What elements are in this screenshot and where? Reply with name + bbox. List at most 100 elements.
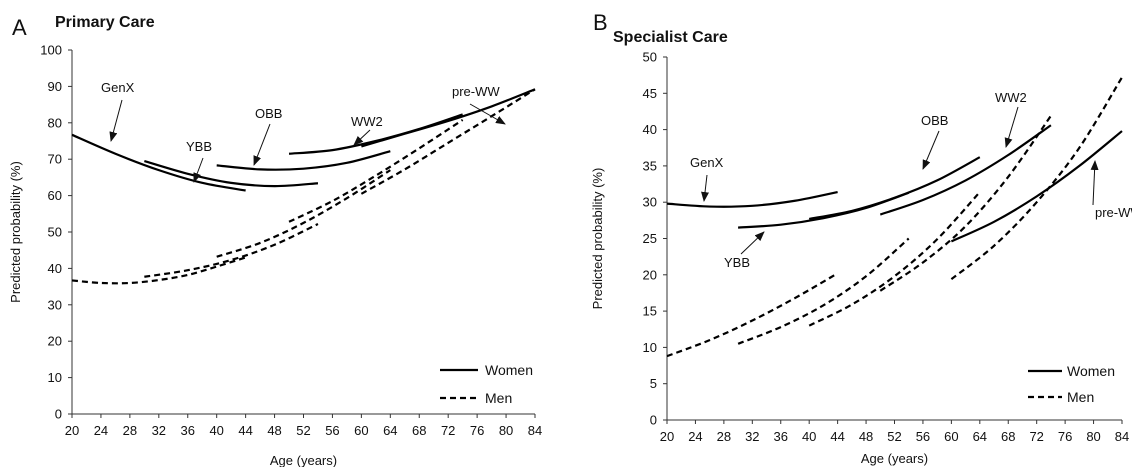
y-tick-label: 45 xyxy=(643,86,657,101)
y-tick-label: 50 xyxy=(643,50,657,65)
annotation-label: YBB xyxy=(724,255,750,270)
annotation-label: GenX xyxy=(690,155,724,170)
x-tick-label: 60 xyxy=(354,423,368,438)
annotation-label: OBB xyxy=(921,113,948,128)
series-line-women-genx xyxy=(666,190,838,208)
annotation-label: pre-WW xyxy=(1095,205,1132,220)
y-tick-label: 80 xyxy=(48,115,62,130)
y-axis-title: Predicted probability (%) xyxy=(8,161,23,303)
series-line-women-ww2 xyxy=(879,124,1052,216)
y-tick-label: 60 xyxy=(48,188,62,203)
x-tick-label: 64 xyxy=(973,429,987,444)
annotation-arrow xyxy=(469,103,506,125)
y-tick-label: 0 xyxy=(55,407,62,422)
chart-title: Specialist Care xyxy=(613,29,728,46)
series-line-men-ww2 xyxy=(288,118,464,223)
annotation-arrow xyxy=(353,129,371,146)
x-tick-label: 24 xyxy=(94,423,108,438)
x-tick-label: 52 xyxy=(296,423,310,438)
x-tick-label: 68 xyxy=(412,423,426,438)
annotation-label: WW2 xyxy=(995,90,1027,105)
legend-label: Men xyxy=(485,390,512,406)
annotation-arrow xyxy=(193,157,204,183)
x-tick-label: 44 xyxy=(238,423,252,438)
x-tick-label: 68 xyxy=(1001,429,1015,444)
x-tick-label: 44 xyxy=(830,429,844,444)
series-line-men-pre-ww xyxy=(950,76,1123,281)
x-tick-label: 72 xyxy=(1029,429,1043,444)
chart-panel-b: B Specialist Care 0 5 10 15 20 25 30 35 40 45 50 20 24… xyxy=(590,10,1132,466)
y-tick-label: 5 xyxy=(650,376,657,391)
x-tick-label: 24 xyxy=(688,429,702,444)
x-tick-label: 72 xyxy=(441,423,455,438)
y-tick-label: 70 xyxy=(48,152,62,167)
series-line-women-ybb xyxy=(144,159,319,188)
y-tick-label: 0 xyxy=(650,413,657,428)
legend-label: Women xyxy=(485,362,533,378)
x-tick-label: 48 xyxy=(267,423,281,438)
annotation-label: WW2 xyxy=(351,114,383,129)
y-tick-label: 20 xyxy=(643,267,657,282)
annotation-arrow xyxy=(1004,106,1019,148)
annotation-arrow xyxy=(740,231,765,255)
x-tick-label: 40 xyxy=(209,423,223,438)
y-tick-label: 10 xyxy=(643,340,657,355)
x-tick-label: 76 xyxy=(470,423,484,438)
series-line-women-genx xyxy=(71,133,246,192)
x-tick-label: 80 xyxy=(1086,429,1100,444)
x-tick-label: 76 xyxy=(1058,429,1072,444)
panel-letter: B xyxy=(593,10,608,35)
y-tick-label: 100 xyxy=(40,43,62,58)
chart-title: Primary Care xyxy=(55,14,155,31)
y-tick-label: 40 xyxy=(643,122,657,137)
y-tick-label: 50 xyxy=(48,225,62,240)
annotation-label: OBB xyxy=(255,106,282,121)
series-line-men-pre-ww xyxy=(360,88,536,195)
series-line-men-obb xyxy=(216,169,391,258)
annotation-label: GenX xyxy=(101,80,135,95)
series-line-women-ybb xyxy=(738,191,910,229)
x-tick-label: 60 xyxy=(944,429,958,444)
y-tick-label: 90 xyxy=(48,79,62,94)
x-tick-label: 84 xyxy=(528,423,542,438)
x-tick-label: 20 xyxy=(660,429,674,444)
x-tick-label: 80 xyxy=(499,423,513,438)
legend: Women Men xyxy=(1028,363,1115,405)
x-tick-label: 36 xyxy=(181,423,195,438)
y-tick-label: 25 xyxy=(643,231,657,246)
y-axis-title: Predicted probability (%) xyxy=(590,168,605,310)
annotation-arrow xyxy=(922,130,940,170)
x-tick-label: 52 xyxy=(887,429,901,444)
annotation-label: pre-WW xyxy=(452,84,500,99)
legend-label: Women xyxy=(1067,363,1115,379)
legend-label: Men xyxy=(1067,389,1094,405)
y-tick-label: 30 xyxy=(48,297,62,312)
x-tick-label: 56 xyxy=(325,423,339,438)
y-tick-label: 10 xyxy=(48,370,62,385)
y-tick-label: 30 xyxy=(643,195,657,210)
y-tick-label: 20 xyxy=(48,334,62,349)
series-line-men-ybb xyxy=(737,237,910,345)
x-tick-label: 84 xyxy=(1115,429,1129,444)
series-line-men-genx xyxy=(71,256,246,285)
x-tick-label: 40 xyxy=(802,429,816,444)
series-line-men-genx xyxy=(666,272,839,358)
annotation-arrow xyxy=(701,174,710,202)
y-tick-label: 35 xyxy=(643,158,657,173)
annotation-arrow xyxy=(109,99,123,142)
y-tick-label: 40 xyxy=(48,261,62,276)
x-tick-label: 36 xyxy=(774,429,788,444)
x-tick-label: 28 xyxy=(123,423,137,438)
series-line-women-pre-ww xyxy=(361,88,536,148)
series-line-women-pre-ww xyxy=(950,130,1123,243)
series-line-women-obb xyxy=(216,150,391,171)
panel-letter: A xyxy=(12,15,27,40)
x-axis-title: Age (years) xyxy=(861,451,928,466)
x-tick-label: 56 xyxy=(916,429,930,444)
legend: Women Men xyxy=(440,362,533,406)
x-axis-title: Age (years) xyxy=(270,453,337,467)
annotation-label: YBB xyxy=(186,139,212,154)
y-tick-label: 15 xyxy=(643,304,657,319)
annotation-arrow xyxy=(253,123,271,166)
